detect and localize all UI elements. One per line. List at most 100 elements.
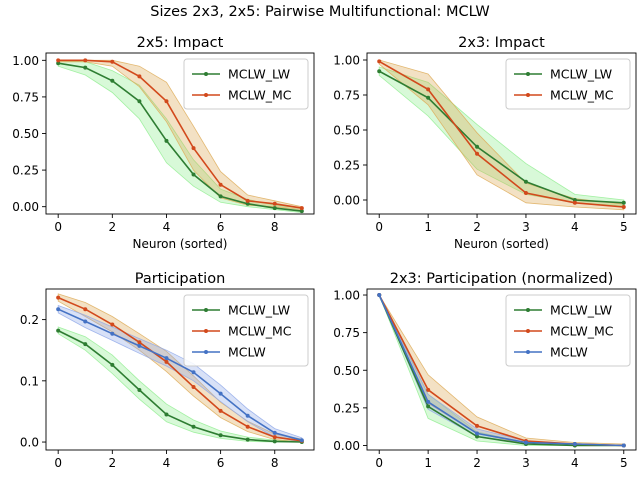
axes-frame	[366, 52, 637, 215]
data-point-mclw_lw	[299, 209, 304, 214]
data-point-mclw_lw	[621, 200, 626, 205]
series-line-mclw_lw	[57, 329, 302, 443]
x-axis-label: Neuron (sorted)	[133, 237, 228, 251]
y-tick-label: 1.00	[333, 54, 360, 68]
y-tick-label: 0.75	[12, 90, 39, 104]
data-point-mclw	[191, 370, 196, 375]
data-point-mclw	[377, 293, 382, 298]
data-point-mclw_mc	[137, 74, 142, 79]
legend: MCLW_LW MCLW_MC	[505, 58, 631, 110]
x-tick-label: 0	[375, 456, 383, 470]
data-point-mclw_mc	[56, 295, 61, 300]
data-point-mclw_lw	[191, 172, 196, 177]
data-point-mclw_lw	[83, 342, 88, 347]
data-point-mclw	[572, 441, 577, 446]
legend-label-mclw_mc: MCLW_MC	[550, 324, 614, 339]
data-point-mclw_mc	[56, 58, 61, 63]
legend-marker-mclw	[204, 350, 208, 354]
legend-label-mclw: MCLW	[228, 345, 266, 360]
data-point-mclw_mc	[218, 408, 223, 413]
data-point-mclw_lw	[377, 69, 382, 74]
data-point-mclw	[523, 440, 528, 445]
data-point-mclw	[164, 356, 169, 361]
data-point-mclw_lw	[56, 328, 61, 333]
data-point-mclw_mc	[83, 58, 88, 63]
data-point-mclw_mc	[272, 201, 277, 206]
x-tick-label: 5	[620, 456, 628, 470]
subplot-title: 2x3: Participation (normalized)	[390, 271, 614, 287]
y-tick-label: 0.2	[20, 313, 39, 327]
x-tick-label: 2	[109, 456, 117, 470]
x-tick-label: 0	[54, 456, 62, 470]
x-tick-label: 0	[375, 220, 383, 234]
data-point-mclw_mc	[164, 99, 169, 104]
data-point-mclw_mc	[377, 59, 382, 64]
y-tick-label: 1.00	[333, 289, 360, 303]
y-tick-label: 0.75	[333, 326, 360, 340]
subplot-title: 2x5: Impact	[137, 35, 224, 51]
data-point-mclw_lw	[475, 434, 480, 439]
legend-frame	[505, 294, 631, 367]
series-line-mclw_lw	[378, 70, 624, 204]
data-point-mclw_lw	[426, 95, 431, 100]
legend-marker-mclw	[526, 350, 530, 354]
series-line-mclw_lw	[378, 294, 624, 447]
data-point-mclw	[218, 391, 223, 396]
legend-frame	[183, 294, 309, 367]
data-point-mclw_mc	[110, 322, 115, 327]
data-point-mclw_mc	[164, 359, 169, 364]
legend-label-mclw_mc: MCLW_MC	[550, 88, 614, 103]
x-tick-label: 1	[424, 456, 432, 470]
series-line-mclw	[57, 308, 303, 441]
data-point-mclw_mc	[137, 340, 142, 345]
series-line-mclw_lw	[58, 62, 302, 212]
legend: MCLW_LW MCLW_MC	[183, 58, 309, 110]
x-axis-label: Neuron (sorted)	[454, 237, 549, 251]
data-point-mclw_lw	[137, 388, 142, 393]
data-point-mclw	[621, 443, 626, 448]
data-point-mclw_lw	[164, 138, 169, 143]
x-tick-label: 5	[620, 220, 628, 234]
x-tick-label: 8	[271, 220, 279, 234]
legend-marker-mclw_lw	[526, 308, 530, 312]
data-point-mclw_lw	[83, 65, 88, 70]
y-tick-label: 0.00	[12, 200, 39, 214]
x-tick-label: 4	[163, 456, 171, 470]
data-point-mclw	[56, 307, 61, 312]
data-point-mclw_mc	[191, 146, 196, 151]
legend-marker-mclw_lw	[526, 72, 530, 76]
data-point-mclw_mc	[191, 384, 196, 389]
series-line-mclw	[378, 294, 624, 447]
legend-frame	[505, 58, 631, 110]
y-tick-label: 1.00	[12, 54, 39, 68]
data-point-mclw_lw	[164, 412, 169, 417]
legend-label-mclw_lw: MCLW_LW	[550, 67, 612, 82]
data-point-mclw_mc	[83, 307, 88, 312]
data-point-mclw_mc	[245, 424, 250, 429]
y-tick-label: 0.50	[333, 364, 360, 378]
series-line-mclw_mc	[58, 59, 302, 209]
confidence-band-mclw_mc	[378, 59, 625, 211]
y-tick-label: 0.25	[12, 164, 39, 178]
x-tick-label: 3	[522, 220, 530, 234]
series-line-mclw_mc	[57, 296, 302, 442]
data-point-mclw_mc	[110, 59, 115, 64]
data-point-mclw	[272, 430, 277, 435]
legend-frame	[183, 58, 309, 110]
y-tick-label: 0.50	[12, 127, 39, 141]
data-point-mclw	[475, 431, 480, 436]
data-point-mclw	[110, 331, 115, 336]
data-point-mclw_mc	[621, 205, 626, 209]
data-point-mclw_mc	[299, 206, 304, 211]
x-tick-label: 4	[571, 456, 579, 470]
x-tick-label: 6	[217, 456, 225, 470]
data-point-mclw_lw	[110, 362, 115, 367]
data-point-mclw_mc	[218, 182, 223, 187]
legend: MCLW_LW MCLW_MC MCLW	[183, 294, 309, 367]
subplot-title: Participation	[135, 271, 226, 287]
data-point-mclw	[137, 343, 142, 348]
data-point-mclw_mc	[426, 387, 431, 392]
data-point-mclw	[245, 413, 250, 418]
x-tick-label: 2	[109, 220, 117, 234]
